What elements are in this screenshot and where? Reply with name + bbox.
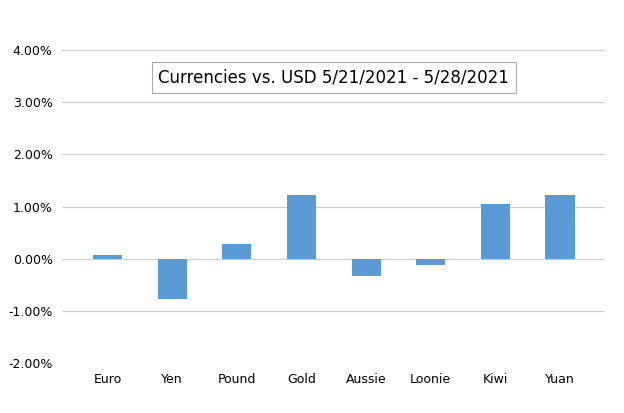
Text: Currencies vs. USD 5/21/2021 - 5/28/2021: Currencies vs. USD 5/21/2021 - 5/28/2021 xyxy=(158,69,509,86)
Bar xyxy=(416,259,446,265)
Bar xyxy=(545,195,575,259)
Bar xyxy=(93,255,122,259)
Bar xyxy=(287,195,316,259)
Bar xyxy=(351,259,381,276)
Bar xyxy=(158,259,187,299)
Bar xyxy=(222,244,251,259)
Bar xyxy=(481,204,510,259)
